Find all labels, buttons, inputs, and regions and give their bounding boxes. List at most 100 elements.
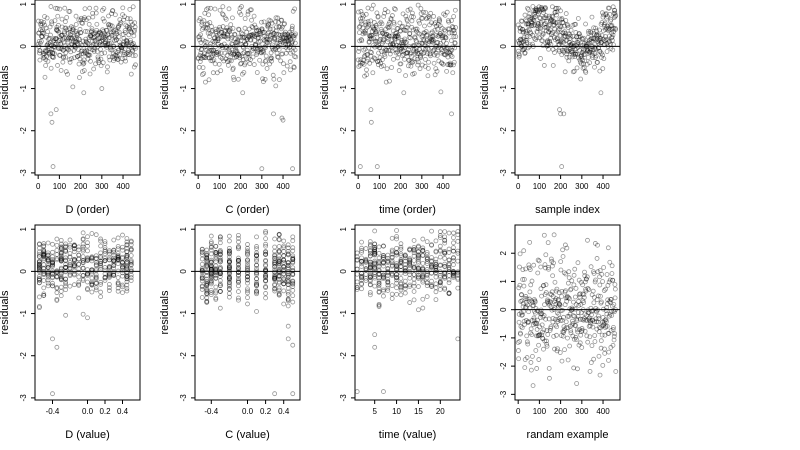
data-point <box>285 251 291 257</box>
data-point <box>443 40 449 46</box>
data-point <box>106 275 112 280</box>
data-point <box>372 332 378 338</box>
data-point <box>449 111 454 117</box>
data-point <box>58 250 64 256</box>
data-point <box>255 49 261 55</box>
data-point <box>90 10 95 16</box>
data-point <box>285 37 291 43</box>
x-tick-label: 100 <box>213 182 227 191</box>
data-point <box>585 286 591 291</box>
data-point <box>217 249 223 255</box>
data-point <box>588 36 594 42</box>
data-point <box>533 6 539 12</box>
data-point <box>205 5 211 11</box>
data-point <box>118 20 124 25</box>
data-point <box>252 38 257 43</box>
data-point <box>120 244 125 250</box>
data-point <box>58 241 64 247</box>
data-point <box>199 295 205 300</box>
data-point <box>41 252 47 258</box>
data-point <box>41 293 47 298</box>
data-point <box>402 265 408 271</box>
data-point <box>233 40 239 46</box>
data-point <box>250 24 256 30</box>
data-point <box>198 56 204 61</box>
data-point <box>448 48 454 54</box>
data-point <box>250 45 256 51</box>
data-point <box>544 299 550 305</box>
data-point <box>564 325 569 331</box>
data-point <box>563 271 569 277</box>
data-point <box>573 334 579 340</box>
data-point <box>381 288 386 294</box>
data-point <box>414 56 420 62</box>
data-point <box>392 36 398 42</box>
data-point <box>420 45 426 51</box>
data-point <box>92 34 97 40</box>
data-point <box>115 48 121 53</box>
data-point <box>214 49 219 55</box>
data-point <box>36 30 42 36</box>
data-point <box>596 45 601 51</box>
data-point <box>236 255 241 261</box>
data-point <box>592 44 598 50</box>
data-point <box>359 277 364 283</box>
data-point <box>372 247 378 253</box>
data-point <box>285 323 291 329</box>
data-point <box>595 40 601 46</box>
data-point <box>93 5 99 11</box>
data-point <box>245 257 250 263</box>
data-point <box>70 25 76 31</box>
data-point <box>601 321 607 327</box>
data-point <box>127 6 133 12</box>
data-point <box>89 255 95 261</box>
data-point <box>376 304 382 309</box>
data-point <box>521 248 527 254</box>
data-point <box>430 33 436 39</box>
data-point <box>583 288 589 294</box>
data-point <box>130 53 136 59</box>
data-point <box>393 30 399 36</box>
data-point <box>100 60 106 66</box>
data-point <box>71 261 77 267</box>
data-point <box>48 49 54 55</box>
data-point <box>115 256 121 262</box>
data-point <box>215 49 221 55</box>
data-point <box>213 267 219 273</box>
data-point <box>539 5 545 11</box>
data-point <box>367 265 373 270</box>
data-point <box>228 50 233 56</box>
data-point <box>213 273 219 278</box>
data-point <box>204 253 210 258</box>
data-point <box>226 248 232 254</box>
data-point <box>564 299 570 304</box>
data-point <box>224 25 230 31</box>
data-point <box>71 262 77 268</box>
data-point <box>226 254 232 260</box>
data-point <box>93 255 99 261</box>
data-point <box>569 318 575 324</box>
data-point <box>225 59 230 65</box>
data-point <box>54 28 60 33</box>
data-point <box>518 36 524 42</box>
data-point <box>254 252 259 258</box>
data-point <box>407 260 413 266</box>
data-point <box>217 249 223 255</box>
data-point <box>201 53 207 59</box>
data-point <box>445 45 450 51</box>
data-point <box>255 34 261 40</box>
data-point <box>285 251 291 257</box>
data-point <box>276 273 282 278</box>
data-point <box>388 44 394 50</box>
data-point <box>531 297 537 302</box>
data-point <box>405 50 411 56</box>
data-point <box>397 20 403 26</box>
data-point <box>446 266 452 272</box>
data-point <box>45 257 51 263</box>
data-point <box>236 270 241 276</box>
data-point <box>546 266 551 272</box>
data-point <box>58 258 64 264</box>
data-point <box>234 52 240 57</box>
data-point <box>449 54 455 60</box>
